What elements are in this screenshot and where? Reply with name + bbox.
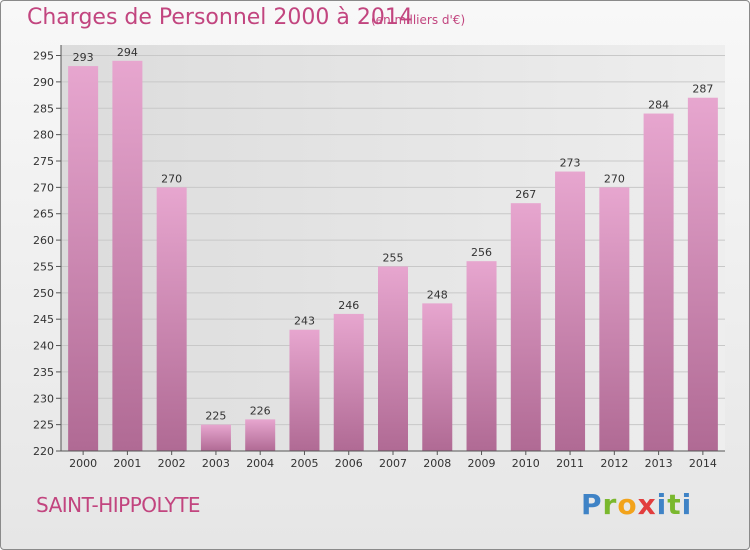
data-label-2013: 284 [648, 99, 669, 112]
y-tick-label: 280 [33, 129, 54, 142]
data-label-2009: 256 [471, 246, 492, 259]
y-tick-label: 250 [33, 287, 54, 300]
x-tick-label-2000: 2000 [69, 457, 97, 470]
y-tick-label: 255 [33, 260, 54, 273]
x-tick-label-2010: 2010 [512, 457, 540, 470]
bar-2006 [333, 313, 364, 451]
data-label-2012: 270 [604, 172, 625, 185]
x-tick-label-2006: 2006 [335, 457, 363, 470]
bar-2014 [687, 97, 718, 452]
y-tick-label: 245 [33, 313, 54, 326]
data-labels: 293 294 270 225 226 243 246 255 248 256 267 273 270 2… [73, 46, 714, 423]
logo-letter: r [602, 488, 618, 521]
x-tick-label-2013: 2013 [645, 457, 673, 470]
x-tick-label-2007: 2007 [379, 457, 407, 470]
logo-letter: o [617, 488, 638, 521]
y-tick-label: 220 [33, 445, 54, 458]
y-tick-label: 225 [33, 419, 54, 432]
data-label-2014: 287 [692, 83, 713, 96]
y-tick-label: 230 [33, 392, 54, 405]
proxiti-logo: Proxiti [581, 488, 692, 521]
data-label-2008: 248 [427, 288, 448, 301]
data-label-2001: 294 [117, 46, 138, 59]
x-tick-label-2011: 2011 [556, 457, 584, 470]
data-label-2006: 246 [338, 299, 359, 312]
x-tick-label-2001: 2001 [113, 457, 141, 470]
chart-subtitle: (en milliers d'€) [371, 13, 466, 27]
bar-2001 [112, 60, 143, 452]
x-tick-label-2008: 2008 [423, 457, 451, 470]
bar-2013 [643, 113, 674, 451]
bars [68, 60, 718, 452]
y-tick-label: 285 [33, 102, 54, 115]
data-label-2000: 293 [73, 51, 94, 64]
chart-title: Charges de Personnel 2000 à 2014 [27, 5, 413, 30]
bar-2005 [289, 329, 320, 451]
x-axis-ticks: 2000 2001 2002 2003 2004 2005 2006 2007 2008 2009… [69, 451, 717, 470]
data-label-2003: 225 [205, 410, 226, 423]
bar-2000 [68, 66, 99, 451]
y-tick-label: 290 [33, 76, 54, 89]
x-tick-label-2014: 2014 [689, 457, 717, 470]
y-tick-label: 240 [33, 340, 54, 353]
data-label-2004: 226 [250, 404, 271, 417]
y-tick-label: 270 [33, 181, 54, 194]
logo-letter: i [681, 488, 693, 521]
x-tick-label-2004: 2004 [246, 457, 274, 470]
logo-letter: i [656, 488, 668, 521]
x-tick-label-2002: 2002 [158, 457, 186, 470]
bar-2008 [422, 303, 453, 451]
y-tick-label: 295 [33, 50, 54, 63]
y-tick-label: 235 [33, 366, 54, 379]
bar-2010 [510, 203, 541, 451]
bar-2003 [200, 424, 231, 451]
logo-letter: x [637, 488, 657, 521]
x-tick-label-2009: 2009 [468, 457, 496, 470]
y-tick-label: 275 [33, 155, 54, 168]
x-tick-label-2003: 2003 [202, 457, 230, 470]
data-label-2005: 243 [294, 315, 315, 328]
city-name: SAINT-HIPPOLYTE [36, 493, 201, 517]
bar-2009 [466, 261, 497, 451]
bar-2002 [156, 187, 187, 451]
logo-letter: P [581, 488, 603, 521]
bar-2011 [555, 171, 586, 451]
y-tick-label: 260 [33, 234, 54, 247]
logo-letter: t [667, 488, 682, 521]
data-label-2010: 267 [515, 188, 536, 201]
bar-2007 [378, 266, 408, 451]
data-label-2007: 255 [383, 251, 404, 264]
y-tick-label: 265 [33, 208, 54, 221]
bar-2012 [599, 187, 630, 451]
bar-2004 [245, 419, 276, 451]
x-tick-label-2012: 2012 [600, 457, 628, 470]
data-label-2011: 273 [560, 157, 581, 170]
data-label-2002: 270 [161, 172, 182, 185]
x-tick-label-2005: 2005 [290, 457, 318, 470]
